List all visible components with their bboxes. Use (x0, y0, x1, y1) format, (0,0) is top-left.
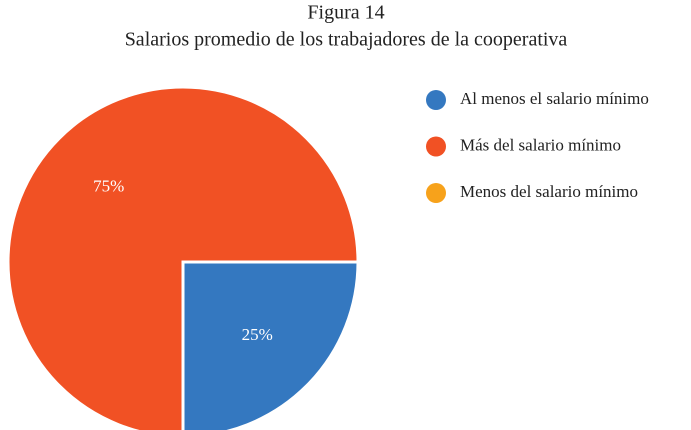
legend-label: Más del salario mínimo (460, 135, 621, 154)
pie-slice (181, 260, 360, 430)
legend-marker (426, 183, 446, 203)
pie-slice (6, 85, 360, 430)
legend-label: Al menos el salario mínimo (460, 89, 649, 108)
slice-label: 75% (93, 177, 124, 196)
slice-label: 25% (242, 325, 273, 344)
chart-title: Figura 14 (307, 2, 384, 24)
chart-subtitle: Salarios promedio de los trabajadores de… (125, 29, 568, 51)
legend-marker (426, 90, 446, 110)
legend-label: Menos del salario mínimo (460, 182, 638, 201)
legend-marker (426, 136, 446, 157)
